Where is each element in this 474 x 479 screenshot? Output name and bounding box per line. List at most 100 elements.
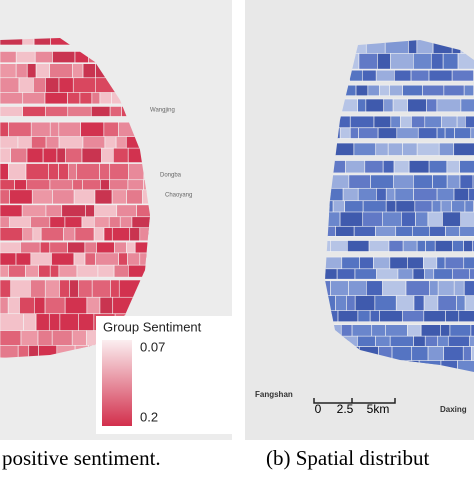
region-cell <box>392 98 408 113</box>
region-cell <box>347 240 370 252</box>
region-cell <box>358 127 379 139</box>
region-cell <box>377 53 391 70</box>
region-cell <box>111 189 127 205</box>
region-cell <box>44 279 60 299</box>
caption: positive sentiment. <box>2 446 161 470</box>
region-cell <box>429 280 439 298</box>
region-cell <box>470 127 474 139</box>
region-cell <box>361 69 377 82</box>
region-cell <box>0 279 12 299</box>
region-cell <box>22 92 46 105</box>
scale-bar <box>313 398 396 404</box>
region-cell <box>423 310 446 323</box>
region-cell <box>368 240 390 252</box>
region-cell <box>442 211 462 228</box>
region-cell <box>382 280 407 298</box>
region-cell <box>408 160 430 174</box>
region-cell <box>415 211 429 228</box>
region-cell <box>49 63 73 80</box>
region-cell <box>469 268 474 280</box>
region-cell <box>339 127 351 139</box>
region-cell <box>0 92 24 105</box>
region-cell <box>425 240 436 252</box>
region-cell <box>337 310 359 323</box>
region-cell <box>72 77 96 94</box>
region-cell <box>110 279 120 299</box>
region-cell <box>333 142 355 156</box>
region-cell <box>23 313 37 332</box>
region-cell <box>128 264 150 278</box>
region-cell <box>382 211 402 228</box>
region-cell <box>413 335 426 347</box>
region-cell <box>457 360 474 372</box>
region-cell <box>401 211 416 228</box>
region-cell <box>103 227 113 242</box>
region-cell <box>373 115 392 129</box>
scale-label: 0 <box>315 402 322 416</box>
region-cell <box>25 264 39 278</box>
region-cell <box>428 160 448 174</box>
region-cell <box>35 63 50 80</box>
region-cell <box>74 227 95 242</box>
region-cell <box>402 142 418 156</box>
region-cell <box>465 115 474 129</box>
region-cell <box>34 51 53 63</box>
region-cell <box>349 127 359 139</box>
region-cell <box>367 84 380 97</box>
region-cell <box>390 53 414 70</box>
region-cell <box>456 115 466 129</box>
region-cell <box>67 92 81 105</box>
region-cell <box>412 268 425 280</box>
region-cell <box>101 147 114 163</box>
region-cell <box>453 142 474 156</box>
region-cell <box>389 84 403 97</box>
region-cell <box>339 211 364 228</box>
region-cell <box>424 268 435 280</box>
region-cell <box>0 227 24 242</box>
region-cell <box>82 63 96 80</box>
region-cell <box>394 69 412 82</box>
region-cell <box>22 227 34 242</box>
region-cell <box>375 225 397 237</box>
place-label: Dongba <box>160 173 182 179</box>
region-cell <box>19 296 35 316</box>
region-cell <box>443 84 465 97</box>
region-cell <box>389 335 414 347</box>
region-cell <box>407 98 427 113</box>
region-cell <box>463 84 474 97</box>
region-cell <box>424 335 439 347</box>
region-cell <box>400 115 412 129</box>
region-cell <box>44 296 66 316</box>
region-cell <box>32 227 42 242</box>
region-cell <box>93 227 105 242</box>
scale-label: 5km <box>367 402 390 416</box>
region-cell <box>345 160 366 174</box>
region-cell <box>357 98 367 113</box>
region-cell <box>30 279 46 299</box>
region-cell <box>377 127 398 139</box>
legend-tick: 0.2 <box>140 409 158 424</box>
region-cell <box>460 98 474 113</box>
region-cell <box>357 335 376 347</box>
region-cell <box>59 279 70 299</box>
region-cell <box>434 240 453 252</box>
region-cell <box>111 227 131 242</box>
region-cell <box>26 63 37 80</box>
region-cell <box>412 225 430 237</box>
region-cell <box>330 280 349 298</box>
region-cell <box>103 121 119 138</box>
region-cell <box>31 189 53 205</box>
region-cell <box>80 121 105 138</box>
region-cell <box>56 147 66 163</box>
region-cell <box>458 310 474 323</box>
region-cell <box>459 160 474 174</box>
legend-colorbar <box>102 340 132 426</box>
region-cell <box>33 77 46 94</box>
region-cell <box>335 225 355 237</box>
region-cell <box>76 264 99 278</box>
region-cell <box>0 147 11 163</box>
region-cell <box>436 98 462 113</box>
region-cell <box>375 142 389 156</box>
